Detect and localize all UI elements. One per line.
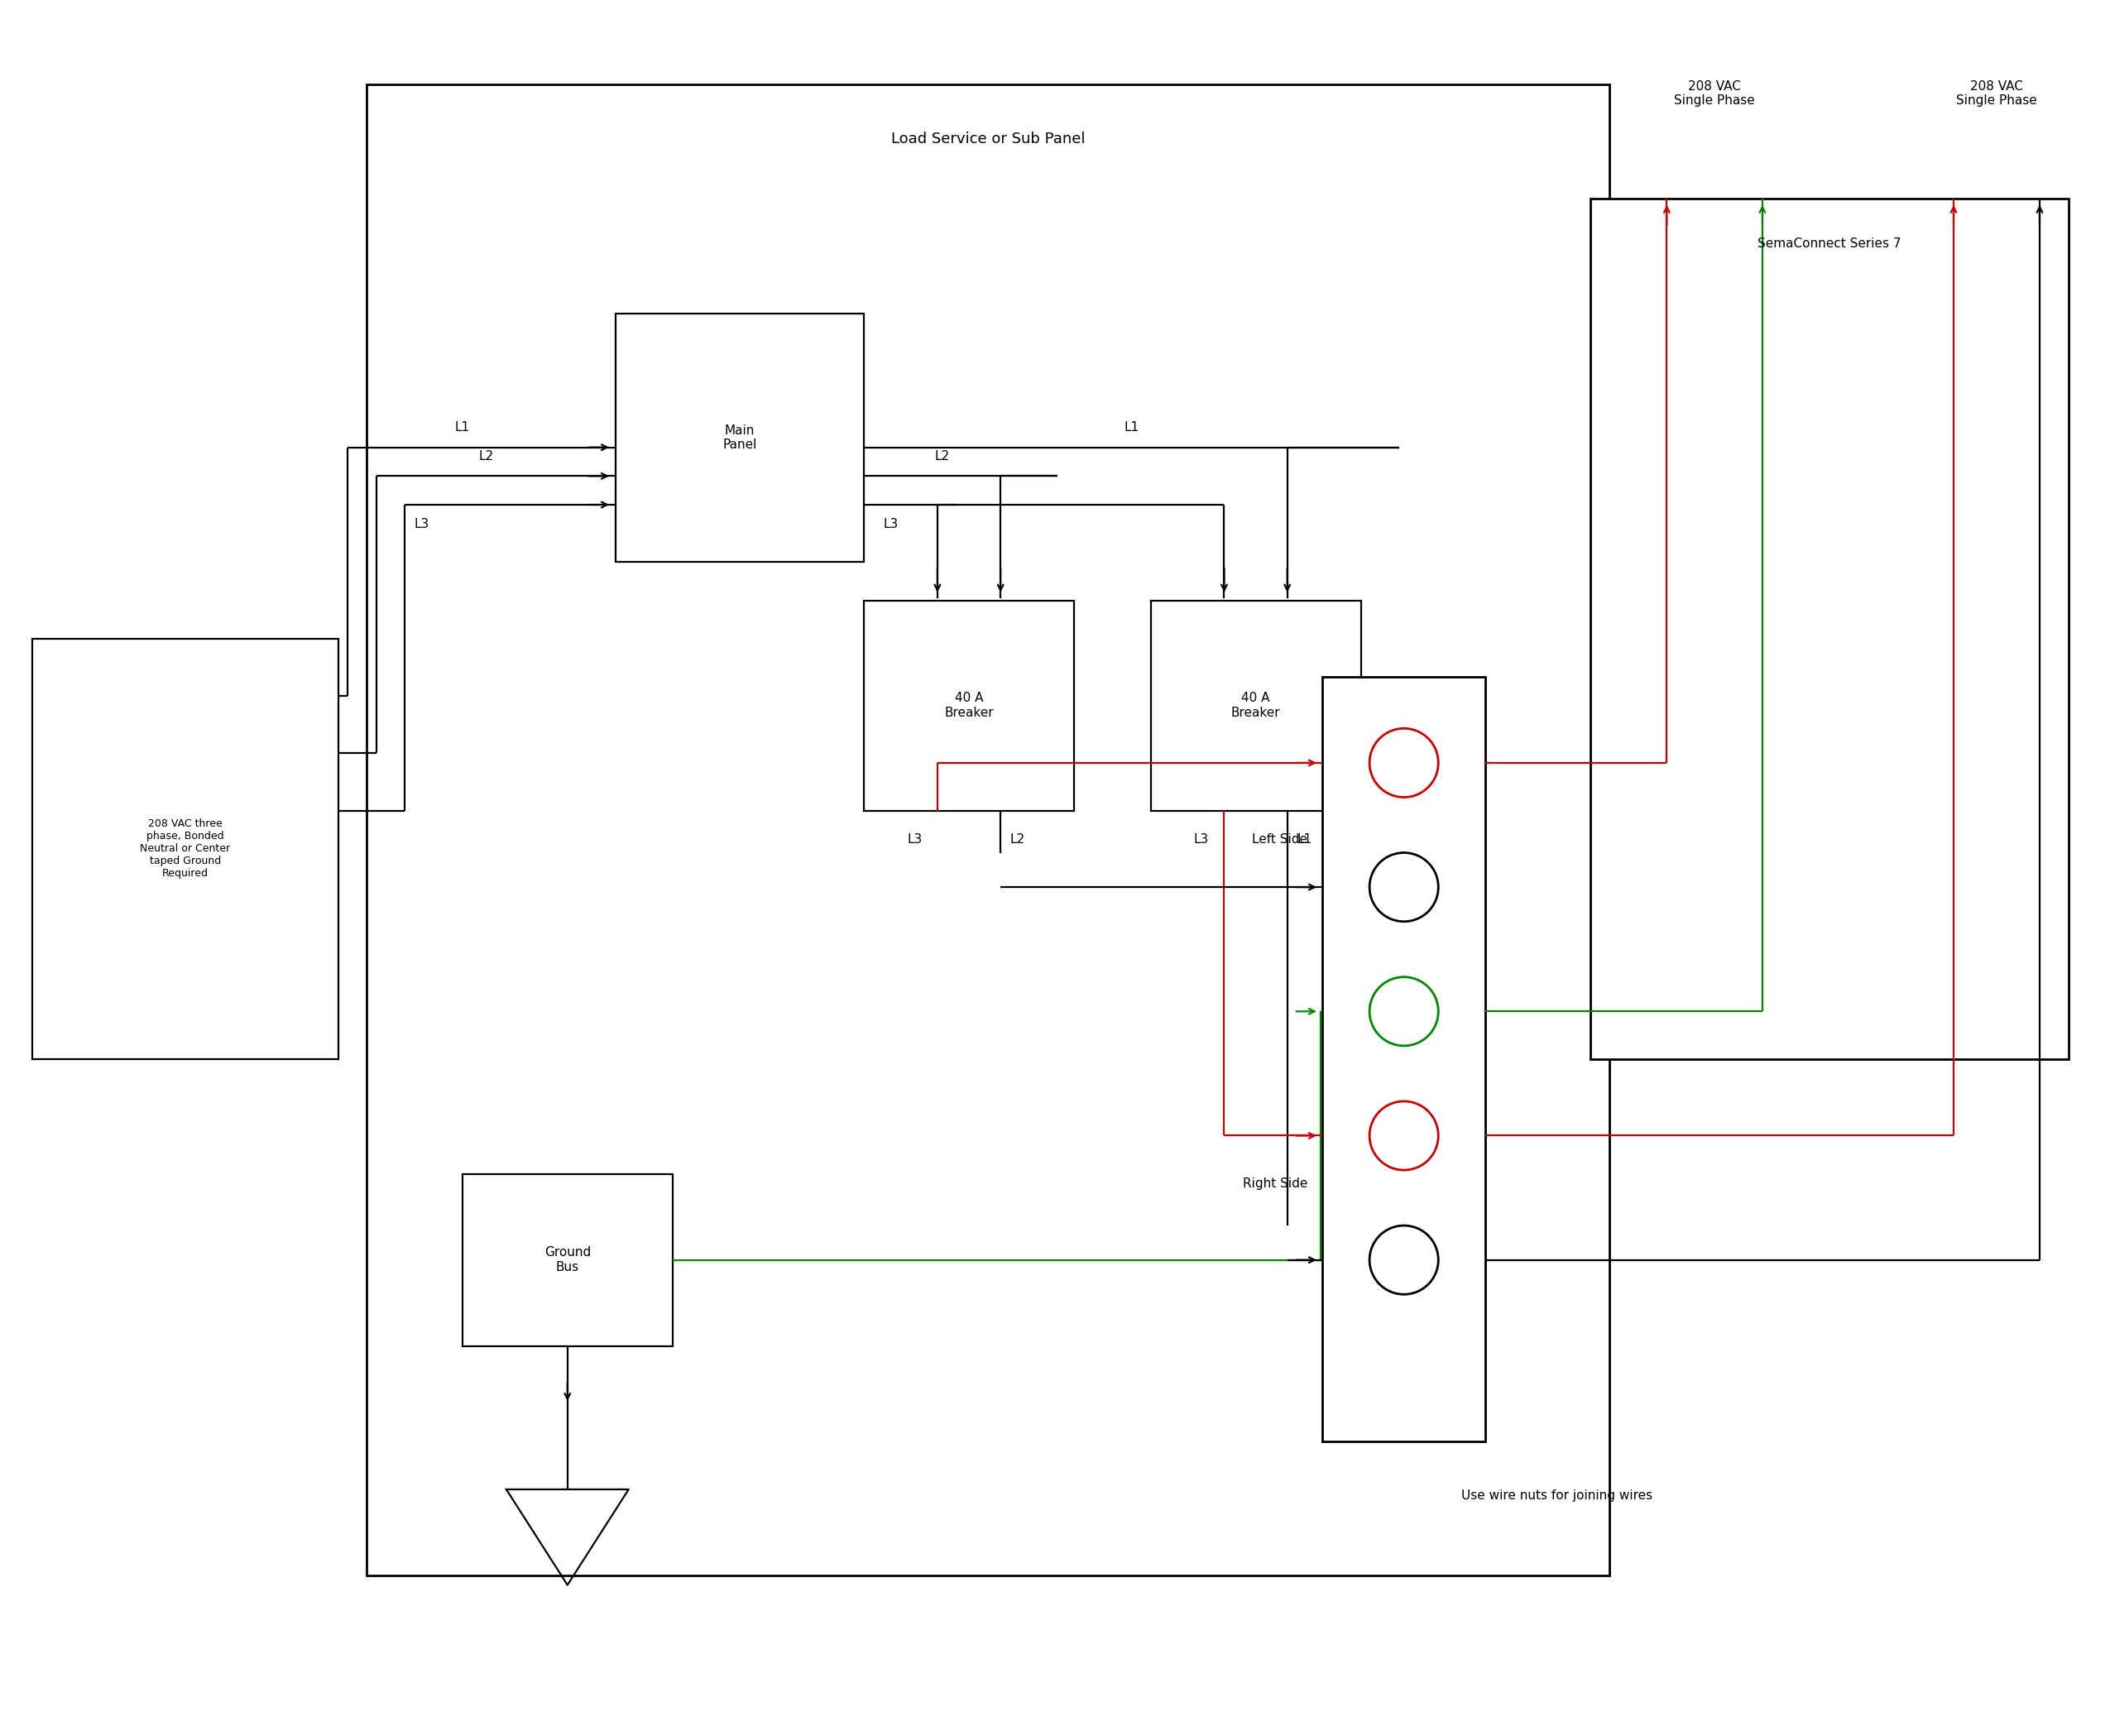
Circle shape — [1369, 977, 1439, 1045]
Bar — [1150, 601, 1361, 811]
Text: L1: L1 — [456, 422, 471, 434]
Text: 40 A
Breaker: 40 A Breaker — [945, 693, 994, 719]
Text: Left Side: Left Side — [1251, 833, 1308, 845]
Text: L3: L3 — [907, 833, 922, 845]
Bar — [32, 639, 338, 1059]
Bar — [367, 83, 1610, 1575]
Text: Use wire nuts for joining wires: Use wire nuts for joining wires — [1462, 1489, 1652, 1502]
Text: 208 VAC
Single Phase: 208 VAC Single Phase — [1673, 80, 1756, 108]
Text: L3: L3 — [414, 517, 430, 531]
Text: L3: L3 — [882, 517, 899, 531]
Bar — [1323, 677, 1485, 1441]
Text: L1: L1 — [1298, 833, 1312, 845]
Text: Right Side: Right Side — [1243, 1177, 1308, 1189]
Text: Load Service or Sub Panel: Load Service or Sub Panel — [890, 132, 1085, 148]
Bar — [462, 1174, 673, 1345]
Text: L2: L2 — [1011, 833, 1025, 845]
Text: 40 A
Breaker: 40 A Breaker — [1230, 693, 1281, 719]
Text: L1: L1 — [1125, 422, 1139, 434]
Text: 208 VAC
Single Phase: 208 VAC Single Phase — [1956, 80, 2036, 108]
Circle shape — [1369, 852, 1439, 922]
Circle shape — [1369, 1101, 1439, 1170]
Bar — [1591, 200, 2068, 1059]
Bar — [863, 601, 1074, 811]
Text: L3: L3 — [1194, 833, 1209, 845]
Text: Ground
Bus: Ground Bus — [544, 1246, 591, 1272]
Text: L2: L2 — [479, 450, 494, 464]
Text: L2: L2 — [935, 450, 949, 464]
Circle shape — [1369, 1226, 1439, 1295]
Bar — [616, 314, 863, 562]
Text: 208 VAC three
phase, Bonded
Neutral or Center
taped Ground
Required: 208 VAC three phase, Bonded Neutral or C… — [139, 819, 230, 878]
Circle shape — [1369, 729, 1439, 797]
Text: Main
Panel: Main Panel — [722, 424, 757, 451]
Text: SemaConnect Series 7: SemaConnect Series 7 — [1758, 238, 1901, 250]
